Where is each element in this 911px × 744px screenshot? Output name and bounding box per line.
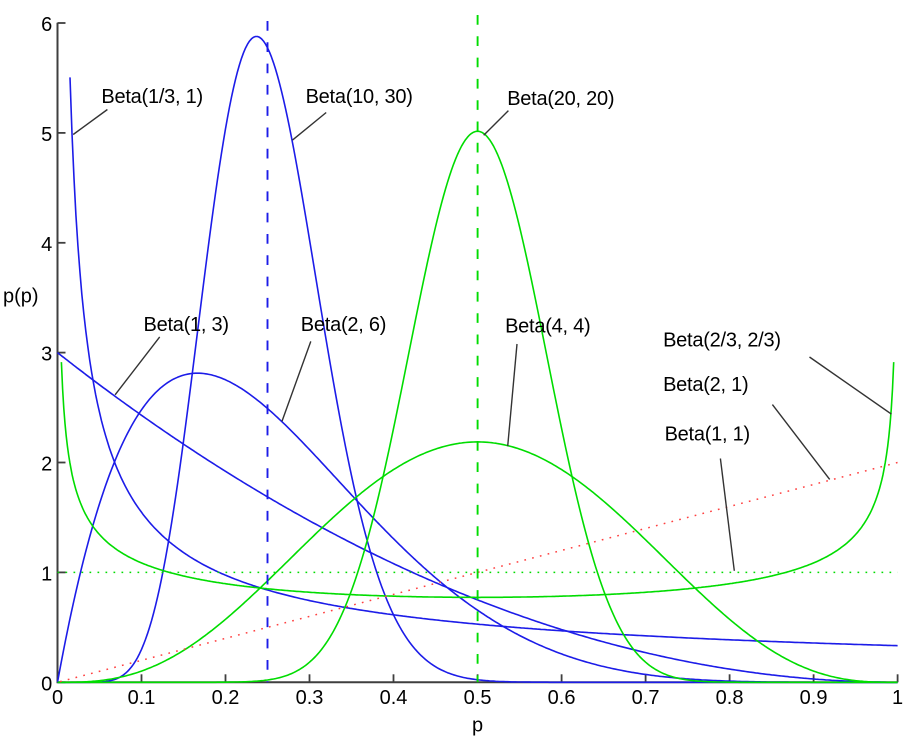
svg-text:Beta(1/3, 1): Beta(1/3, 1)	[101, 86, 203, 108]
svg-text:1: 1	[41, 563, 52, 585]
svg-text:6: 6	[41, 14, 52, 36]
svg-text:0.8: 0.8	[716, 687, 744, 709]
svg-text:0: 0	[41, 673, 52, 695]
svg-text:Beta(2, 6): Beta(2, 6)	[301, 314, 386, 336]
svg-text:2: 2	[41, 454, 52, 476]
svg-text:0.7: 0.7	[632, 687, 660, 709]
svg-text:0.9: 0.9	[800, 687, 828, 709]
svg-text:4: 4	[41, 234, 52, 256]
svg-text:Beta(20, 20): Beta(20, 20)	[507, 88, 614, 110]
svg-text:p: p	[472, 715, 483, 737]
svg-text:Beta(1, 3): Beta(1, 3)	[144, 314, 229, 336]
svg-text:Beta(4, 4): Beta(4, 4)	[505, 316, 590, 338]
svg-text:3: 3	[41, 344, 52, 366]
svg-text:0.6: 0.6	[548, 687, 576, 709]
svg-text:0.3: 0.3	[296, 687, 324, 709]
svg-text:0: 0	[52, 687, 63, 709]
svg-text:Beta(2/3, 2/3): Beta(2/3, 2/3)	[663, 330, 781, 352]
svg-text:0.5: 0.5	[464, 687, 492, 709]
svg-text:5: 5	[41, 124, 52, 146]
svg-text:1: 1	[892, 687, 903, 709]
svg-text:Beta(10, 30): Beta(10, 30)	[306, 86, 413, 108]
svg-text:0.1: 0.1	[128, 687, 156, 709]
svg-text:p(p): p(p)	[3, 286, 39, 308]
svg-text:0.2: 0.2	[212, 687, 240, 709]
svg-text:Beta(2, 1): Beta(2, 1)	[663, 374, 748, 396]
svg-text:Beta(1, 1): Beta(1, 1)	[665, 423, 750, 445]
svg-text:0.4: 0.4	[380, 687, 408, 709]
